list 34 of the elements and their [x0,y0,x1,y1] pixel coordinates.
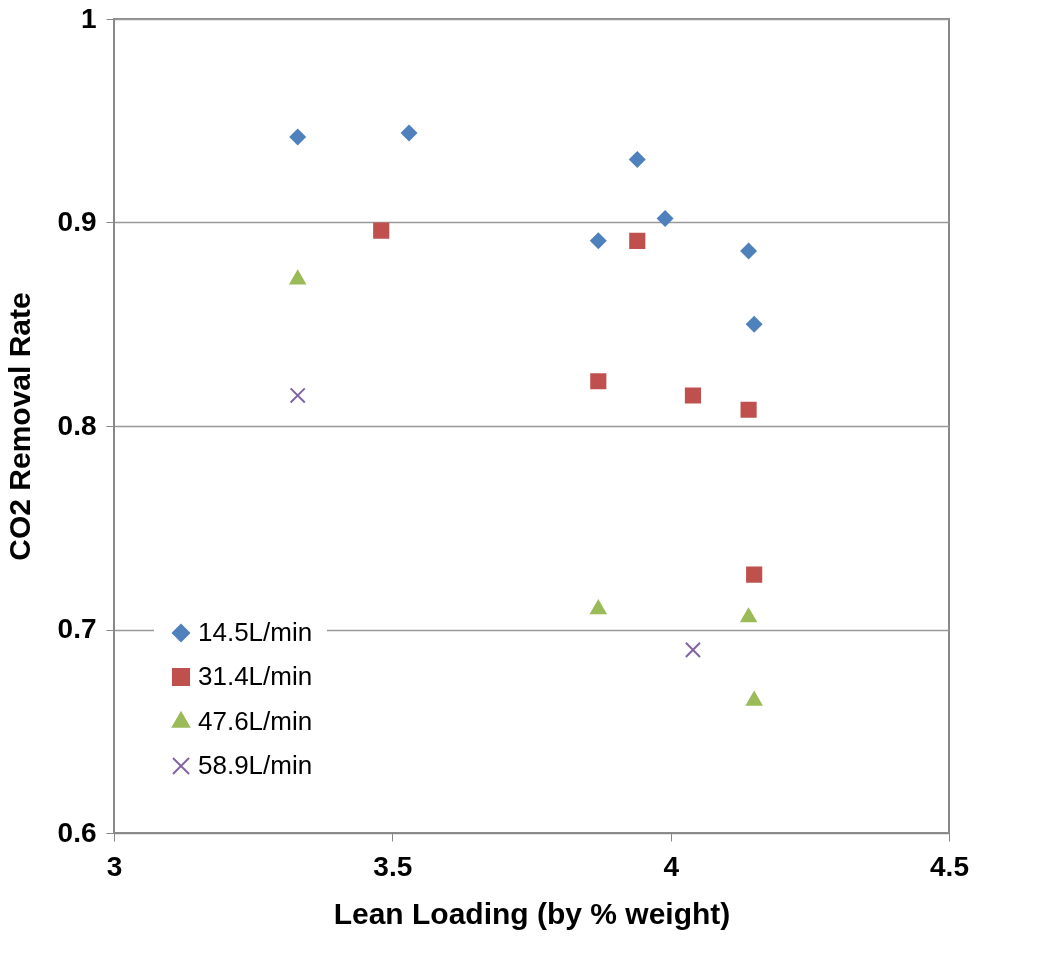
point [629,232,646,249]
point [590,232,607,249]
legend-label: 14.5L/min [198,617,313,647]
y-tick-label: 0.9 [57,206,97,237]
legend-label: 58.9L/min [198,750,313,780]
y-tick-label: 0.6 [57,816,97,848]
point [289,387,306,404]
point [373,222,390,239]
point [740,242,757,260]
y-tick-label: 1 [80,2,97,34]
x-tick-label: 4.5 [930,850,969,882]
point [289,270,306,285]
point [400,124,418,142]
point [590,599,607,615]
y-tick-label: 0.7 [57,613,97,644]
legend-label: 47.6L/min [198,706,313,736]
point [590,373,607,390]
point [746,566,763,583]
point [684,387,701,404]
x-tick-label: 3 [106,850,123,882]
point [684,641,701,658]
point [740,608,757,623]
x-tick-label: 4 [663,850,680,882]
point [746,316,763,333]
y-axis-title: CO2 Removal Rate [2,292,36,561]
point [657,210,674,227]
y-tick-label: 0.8 [57,409,97,441]
x-tick-label: 3.5 [373,850,413,882]
point [289,128,306,146]
legend-label: 31.4L/min [198,661,313,691]
point [629,151,646,168]
point [746,691,763,706]
point [740,401,757,418]
x-axis-title: Lean Loading (by % weight) [333,896,731,930]
